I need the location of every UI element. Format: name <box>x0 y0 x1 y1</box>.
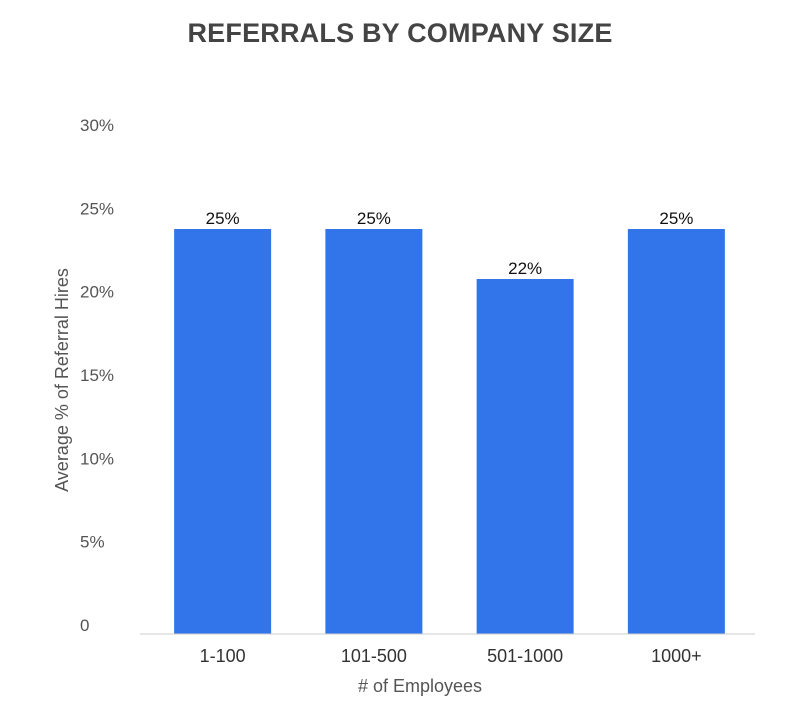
y-tick-label: 0 <box>80 616 89 635</box>
x-axis-labels: 1-100 101-500 501-1000 1000+ <box>200 646 702 666</box>
bar-1000+ <box>627 229 725 634</box>
bar-value-label: 25% <box>659 209 693 228</box>
bar-1-100 <box>174 229 272 634</box>
x-tick-label: 1-100 <box>200 646 246 666</box>
bar-value-label: 25% <box>206 209 240 228</box>
bars <box>174 229 725 634</box>
bar-501-1000 <box>476 279 574 634</box>
x-tick-label: 1000+ <box>651 646 702 666</box>
y-tick-label: 10% <box>80 449 114 468</box>
y-axis-ticks: 0 5% 10% 15% 20% 25% 30% <box>80 116 114 635</box>
y-axis-title: Average % of Referral Hires <box>52 268 72 492</box>
y-tick-label: 25% <box>80 199 114 218</box>
y-tick-label: 15% <box>80 366 114 385</box>
bar-value-label: 25% <box>357 209 391 228</box>
x-tick-label: 101-500 <box>341 646 407 666</box>
bar-101-500 <box>325 229 423 634</box>
x-tick-label: 501-1000 <box>487 646 563 666</box>
y-tick-label: 20% <box>80 283 114 302</box>
bar-value-label: 22% <box>508 259 542 278</box>
y-tick-label: 30% <box>80 116 114 135</box>
y-tick-label: 5% <box>80 533 105 552</box>
value-labels: 25% 25% 22% 25% <box>206 209 694 278</box>
chart-title: REFERRALS BY COMPANY SIZE <box>187 18 613 48</box>
x-axis-title: # of Employees <box>358 676 482 696</box>
